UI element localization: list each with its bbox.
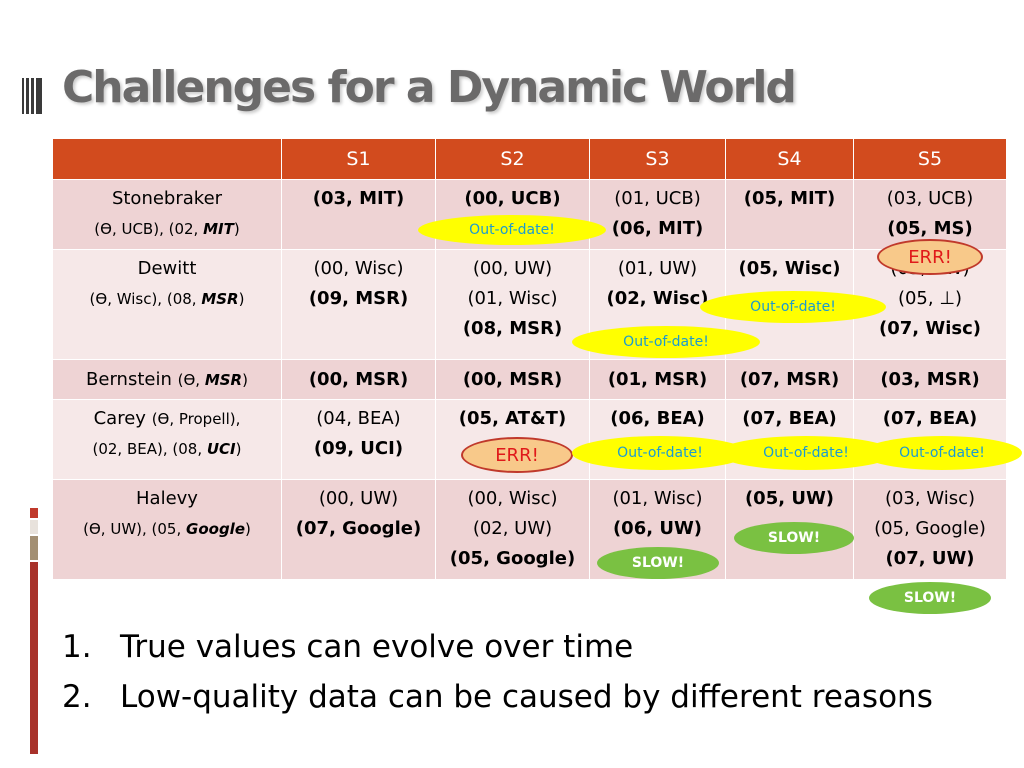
table-cell: (00, Wisc) (02, UW) (05, Google) <box>435 479 590 580</box>
row-label: Dewitt (Ɵ, Wisc), (08, MSR) <box>52 249 282 360</box>
table-cell: (05, MIT) <box>725 179 854 250</box>
out-of-date-callout: Out-of-date! <box>862 436 1022 470</box>
table-cell: (04, BEA) (09, UCI) <box>281 399 436 480</box>
table-cell: (00, MSR) <box>281 359 436 400</box>
table-cell: (03, MSR) <box>853 359 1007 400</box>
row-label: Carey (Ɵ, Propell), (02, BEA), (08, UCI) <box>52 399 282 480</box>
author-name: Stonebraker <box>111 188 223 209</box>
header-corner <box>52 138 282 180</box>
out-of-date-callout: Out-of-date! <box>700 291 886 323</box>
key-points-list: 1. True values can evolve over time 2. Low… <box>62 622 933 722</box>
author-name: Dewitt <box>137 258 197 279</box>
row-label: Stonebraker (Ɵ, UCB), (02, MIT) <box>52 179 282 250</box>
table-row: Halevy (Ɵ, UW), (05, Google) (00, UW) (07… <box>52 479 1007 580</box>
table-cell: (00, Wisc) (09, MSR) <box>281 249 436 360</box>
table-cell: (01, MSR) <box>589 359 726 400</box>
out-of-date-callout: Out-of-date! <box>572 326 760 358</box>
table-header-row: S1 S2 S3 S4 S5 <box>52 138 1007 180</box>
table-cell: (00, UW) (07, Google) <box>281 479 436 580</box>
err-callout: ERR! <box>877 239 983 275</box>
header-s5: S5 <box>853 138 1007 180</box>
table-cell: (03, MIT) <box>281 179 436 250</box>
row-label: Halevy (Ɵ, UW), (05, Google) <box>52 479 282 580</box>
author-name-and-affiliation: Bernstein (Ɵ, MSR) <box>86 368 248 390</box>
table-row: Stonebraker (Ɵ, UCB), (02, MIT) (03, MIT… <box>52 179 1007 250</box>
table-row: Bernstein (Ɵ, MSR) (00, MSR) (00, MSR) (… <box>52 359 1007 400</box>
table-cell: (01, UCB) (06, MIT) <box>589 179 726 250</box>
slow-callout: SLOW! <box>597 547 719 579</box>
table-cell: (03, Wisc) (05, Google) (07, UW) <box>853 479 1007 580</box>
slow-callout: SLOW! <box>734 522 854 554</box>
list-item: 2. Low-quality data can be caused by diff… <box>62 679 933 715</box>
true-affiliation: (Ɵ, Wisc), (08, MSR) <box>89 290 245 308</box>
header-s4: S4 <box>725 138 854 180</box>
err-callout: ERR! <box>461 437 573 473</box>
slow-callout: SLOW! <box>869 582 991 614</box>
out-of-date-callout: Out-of-date! <box>418 215 606 245</box>
author-affiliation-table: S1 S2 S3 S4 S5 Stonebraker (Ɵ, UCB), (02… <box>52 138 1007 580</box>
header-s2: S2 <box>435 138 590 180</box>
list-item: 1. True values can evolve over time <box>62 629 634 665</box>
table-cell: (07, MSR) <box>725 359 854 400</box>
true-affiliation: (02, BEA), (08, UCI) <box>92 440 242 458</box>
author-name-and-affiliation: Carey (Ɵ, Propell), <box>93 408 241 429</box>
table-cell: (00, UW) (01, Wisc) (08, MSR) <box>435 249 590 360</box>
slide-title: Challenges for a Dynamic World <box>62 62 797 113</box>
table-cell: (00, MSR) <box>435 359 590 400</box>
row-label: Bernstein (Ɵ, MSR) <box>52 359 282 400</box>
header-s1: S1 <box>281 138 436 180</box>
author-name: Halevy <box>136 488 198 509</box>
table-cell: (03, UCB) (05, MS) <box>853 179 1007 250</box>
true-affiliation: (Ɵ, UW), (05, Google) <box>83 520 251 538</box>
true-affiliation: (Ɵ, UCB), (02, MIT) <box>94 220 240 238</box>
title-decoration <box>22 78 42 114</box>
header-s3: S3 <box>589 138 726 180</box>
